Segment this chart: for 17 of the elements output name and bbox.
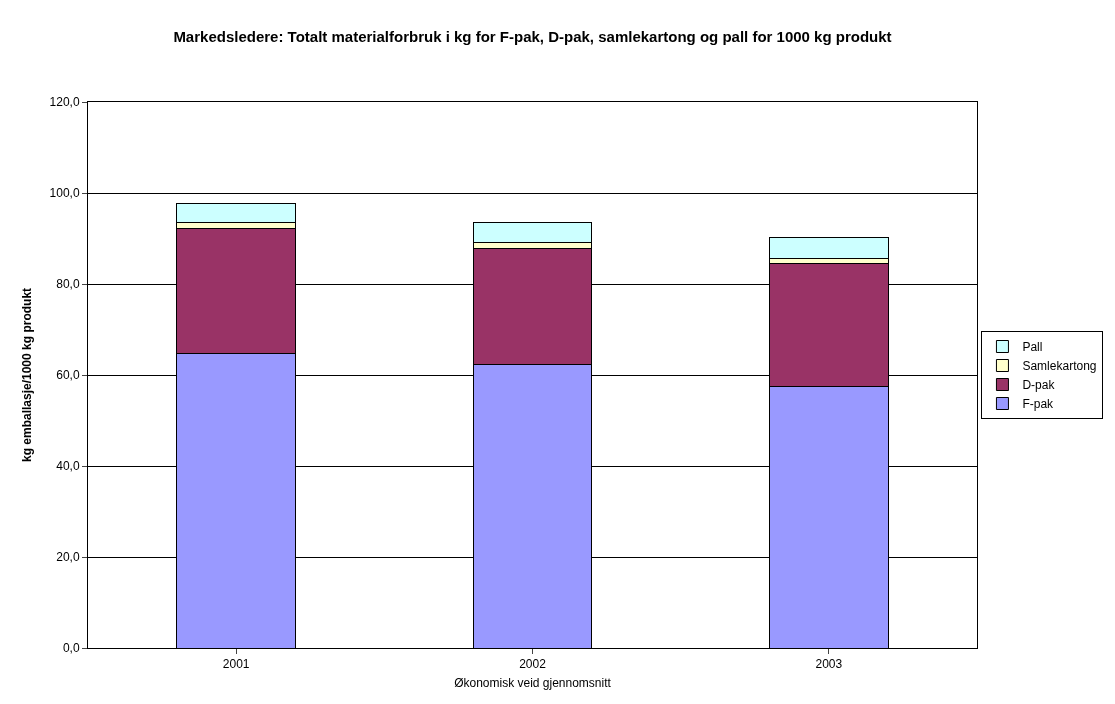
y-tick-label: 0,0: [62, 641, 80, 656]
y-tick-label: 40,0: [56, 459, 80, 474]
legend-label: Pall: [1022, 340, 1043, 355]
legend-label: Samlekartong: [1022, 359, 1097, 374]
y-tick-label: 80,0: [56, 277, 80, 292]
y-tick-label: 20,0: [56, 550, 80, 565]
legend-label: F-pak: [1022, 397, 1055, 412]
x-tick-label: 2002: [519, 657, 547, 672]
y-tick-label: 60,0: [56, 368, 80, 383]
y-tick-label: 100,0: [49, 186, 80, 201]
y-tick-label: 120,0: [49, 95, 80, 110]
chart-title: Markedsledere: Totalt materialforbruk i kg for F-pak, D-pak, samlekartong og pall for 1000 kg produkt: [173, 28, 892, 46]
y-axis-title: kg emballasje/1000 kg produkt: [19, 287, 34, 463]
legend-label: D-pak: [1022, 378, 1056, 393]
x-tick-label: 2003: [815, 657, 843, 672]
x-tick-label: 2001: [222, 657, 250, 672]
x-axis-title: Økonomisk veid gjennomsnitt: [454, 676, 612, 691]
